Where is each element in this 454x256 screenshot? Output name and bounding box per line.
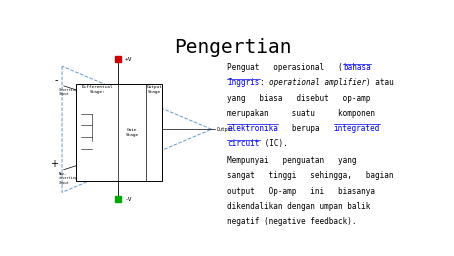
Text: integrated: integrated	[334, 124, 380, 133]
Text: elektronika: elektronika	[227, 124, 278, 133]
Text: (IC).: (IC).	[260, 139, 287, 148]
Text: output   Op-amp   ini   biasanya: output Op-amp ini biasanya	[227, 187, 375, 196]
Text: Gain
Stage: Gain Stage	[126, 128, 139, 136]
Text: negatif (negative feedback).: negatif (negative feedback).	[227, 217, 357, 226]
Bar	[76, 84, 163, 180]
Text: yang   biasa   disebut   op-amp: yang biasa disebut op-amp	[227, 94, 371, 103]
Text: Differential
Stage:: Differential Stage:	[81, 85, 113, 93]
Text: ) atau: ) atau	[366, 78, 394, 87]
Text: berupa: berupa	[278, 124, 334, 133]
Text: bahasa: bahasa	[343, 63, 371, 72]
Text: sangat   tinggi   sehingga,   bagian: sangat tinggi sehingga, bagian	[227, 172, 394, 180]
Text: Output: Output	[217, 127, 234, 132]
Text: -V: -V	[125, 197, 132, 202]
Text: Non-
inverting
Input: Non- inverting Input	[59, 172, 78, 185]
Text: +V: +V	[125, 57, 132, 62]
Text: Output
Stage: Output Stage	[147, 85, 162, 93]
Text: Inverting
Input: Inverting Input	[59, 88, 78, 97]
Text: -: -	[55, 75, 59, 85]
Text: Inggris: Inggris	[227, 78, 260, 87]
Text: Penguat   operasional   (: Penguat operasional (	[227, 63, 343, 72]
Text: dikendalikan dengan umpan balik: dikendalikan dengan umpan balik	[227, 202, 371, 211]
Text: :: :	[260, 78, 269, 87]
Text: operational amplifier: operational amplifier	[269, 78, 366, 87]
Text: circuit: circuit	[227, 139, 260, 148]
Text: Mempunyai   penguatan   yang: Mempunyai penguatan yang	[227, 156, 357, 165]
Text: Pengertian: Pengertian	[174, 38, 291, 57]
Text: merupakan     suatu     komponen: merupakan suatu komponen	[227, 109, 375, 118]
Text: +: +	[50, 159, 59, 169]
